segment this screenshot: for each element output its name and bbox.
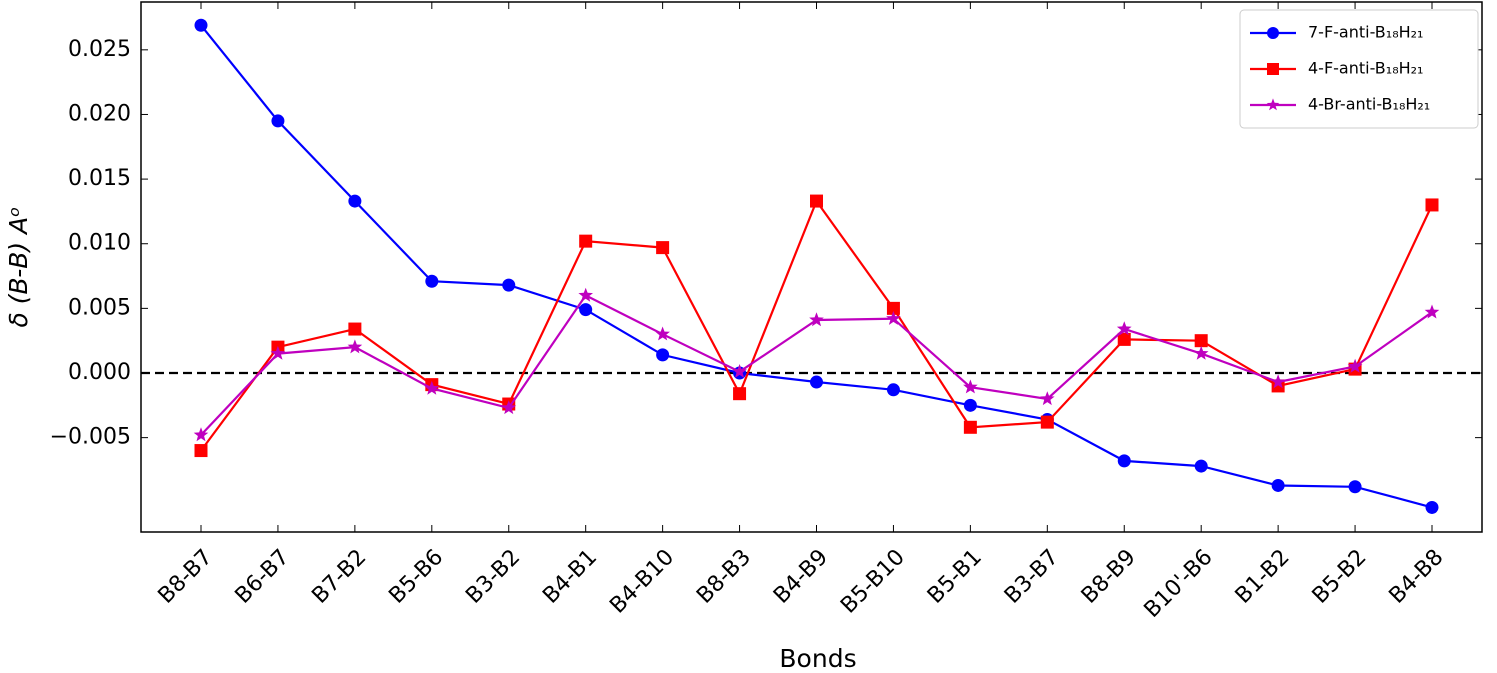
x-tick-label: B4-B8 [1385, 545, 1449, 609]
x-tick-label: B8-B9 [1077, 545, 1141, 609]
marker [656, 348, 670, 362]
marker [886, 383, 900, 397]
x-tick-label: B3-B2 [461, 545, 525, 609]
marker [1194, 334, 1208, 348]
x-tick-label: B4-B10 [605, 545, 679, 619]
x-tick-label: B6-B7 [231, 545, 295, 609]
marker [348, 194, 362, 208]
legend-label: 4-Br-anti-B₁₈H₂₁ [1308, 95, 1430, 114]
marker [732, 364, 747, 378]
marker [656, 241, 670, 255]
marker [1425, 198, 1439, 212]
marker [502, 278, 516, 292]
x-tick-label: B7-B2 [307, 545, 371, 609]
marker [1040, 415, 1054, 429]
marker [1266, 98, 1280, 111]
marker [501, 400, 517, 415]
marker [1116, 321, 1132, 336]
x-tick-label: B8-B3 [692, 545, 756, 609]
x-tick-label: B5-B2 [1308, 545, 1372, 609]
marker [270, 345, 286, 360]
marker [1424, 304, 1440, 319]
marker [347, 339, 363, 354]
marker [733, 387, 747, 401]
legend-label: 7-F-anti-B₁₈H₂₁ [1308, 23, 1423, 42]
marker [193, 427, 209, 442]
marker [1270, 374, 1286, 389]
marker [809, 312, 824, 327]
marker [579, 234, 593, 248]
marker [424, 380, 440, 395]
x-axis-label: Bonds [779, 644, 856, 673]
x-tick-label: B4-B9 [769, 545, 833, 609]
x-tick-label: B10'-B6 [1140, 545, 1218, 623]
marker [1194, 459, 1208, 473]
x-tick-label: B8-B7 [154, 545, 218, 609]
marker [1267, 63, 1279, 75]
legend: 7-F-anti-B₁₈H₂₁ 4-F-anti-B₁₈H₂₁ 4-Br-anti-… [1239, 9, 1479, 129]
marker [963, 420, 977, 434]
legend-label: 4-F-anti-B₁₈H₂₁ [1308, 59, 1423, 78]
x-tick-label: B5-B10 [836, 545, 910, 619]
marker [963, 398, 977, 412]
marker [1117, 454, 1131, 468]
y-tick-label: 0.010 [68, 231, 131, 256]
marker [963, 379, 978, 394]
marker [1267, 27, 1279, 39]
y-tick-label: 0.015 [68, 166, 131, 191]
legend-box [1239, 9, 1479, 129]
marker [579, 303, 593, 317]
y-axis-label: δ (B-B) Aᵒ [4, 206, 33, 327]
marker [1348, 480, 1362, 494]
plot-frame [140, 1, 1483, 533]
x-tick-label: B5-B1 [923, 545, 987, 609]
marker [1193, 345, 1209, 360]
y-tick-label: 0.025 [68, 37, 131, 62]
y-tick-label: 0.000 [68, 360, 131, 385]
marker [886, 311, 901, 325]
marker [1347, 358, 1363, 373]
marker [886, 301, 900, 315]
y-tick-label: 0.020 [68, 101, 131, 126]
marker [1117, 332, 1131, 346]
marker [1040, 391, 1055, 406]
marker [271, 114, 285, 128]
y-tick-label: 0.005 [68, 295, 131, 320]
series-line [200, 198, 1433, 452]
marker [655, 326, 670, 341]
marker [194, 444, 208, 458]
x-tick-label: B4-B1 [538, 545, 602, 609]
marker [348, 322, 362, 336]
marker [1271, 478, 1285, 492]
marker [194, 18, 208, 32]
marker [1425, 500, 1439, 514]
x-tick-label: B5-B6 [384, 545, 448, 609]
x-tick-label: B3-B7 [1000, 545, 1064, 609]
y-tick-label: −0.005 [50, 425, 131, 450]
marker [578, 287, 593, 302]
marker [810, 375, 823, 389]
marker [810, 194, 823, 208]
x-tick-label: B1-B2 [1231, 545, 1295, 609]
marker [425, 274, 439, 288]
